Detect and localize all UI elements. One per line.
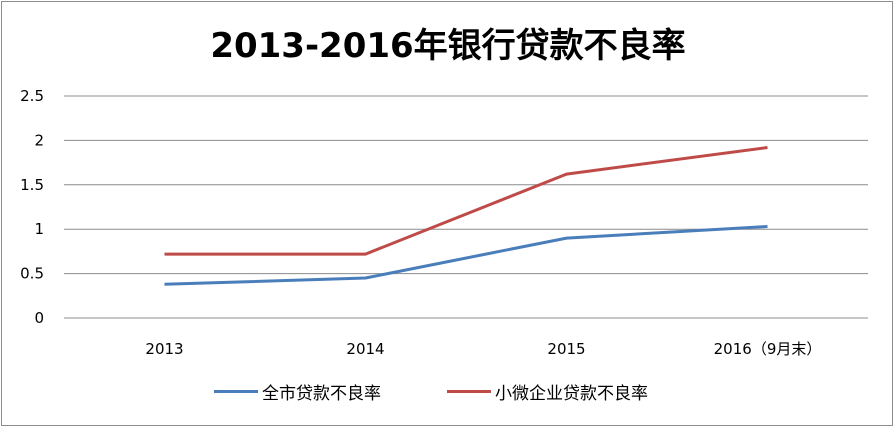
legend-item-smb: 小微企业贷款不良率 (447, 379, 648, 404)
legend-label-all-city: 全市贷款不良率 (262, 384, 381, 404)
x-tick-label: 2015 (547, 340, 585, 358)
y-tick-label: 2.5 (20, 87, 44, 105)
x-tick-label: 2014 (346, 340, 384, 358)
chart-title: 2013-2016年银行贷款不良率 (210, 26, 686, 66)
x-tick-label: 2013 (145, 340, 183, 358)
legend-swatch-all-city (214, 390, 258, 393)
series-lines (164, 146, 768, 286)
y-tick-label: 2 (34, 131, 44, 149)
y-tick-label: 0 (34, 309, 44, 327)
series-line-1 (164, 146, 768, 256)
x-tick-label: 2016（9月末） (714, 340, 822, 358)
legend-item-all-city: 全市贷款不良率 (214, 379, 381, 404)
x-axis-ticks: 2013 2014 2015 2016（9月末） (145, 340, 821, 358)
y-axis-ticks: 0 0.5 1 1.5 2 2.5 (20, 87, 44, 327)
y-tick-label: 1.5 (20, 176, 44, 194)
legend: 全市贷款不良率 小微企业贷款不良率 (0, 379, 896, 405)
legend-label-smb: 小微企业贷款不良率 (495, 384, 648, 404)
series-line-0 (164, 225, 768, 286)
y-tick-label: 1 (34, 220, 44, 238)
y-tick-label: 0.5 (20, 265, 44, 283)
legend-swatch-smb (447, 390, 491, 393)
